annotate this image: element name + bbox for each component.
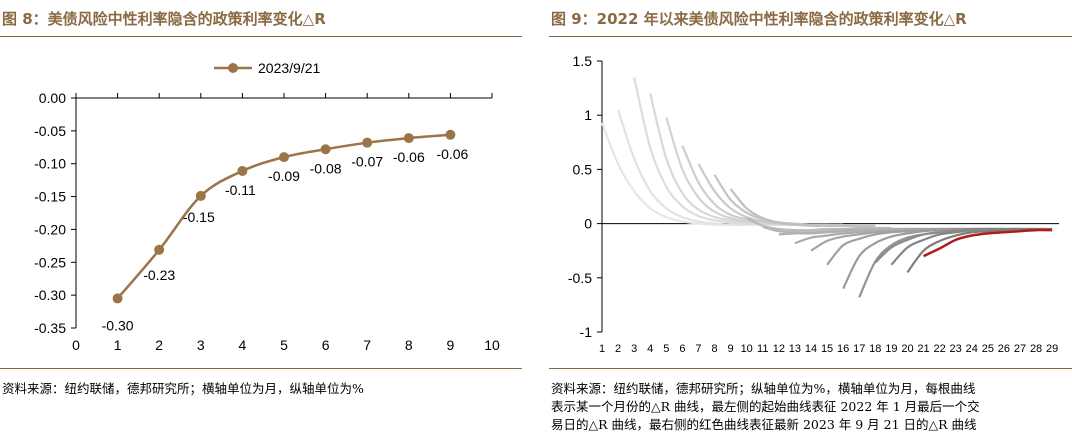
x-tick-label: 18: [869, 343, 881, 355]
figure-9-source: 资料来源：纽约联储，德邦研究所；纵轴单位为%，横轴单位为月，每根曲线 表示某一个…: [551, 380, 980, 434]
source-rule: [0, 368, 522, 369]
x-tick-label: 6: [679, 343, 685, 355]
data-point: [320, 144, 331, 155]
x-tick-label: 20: [901, 343, 913, 355]
x-tick-label: 11: [757, 343, 768, 355]
y-tick-label: 1: [584, 107, 592, 123]
data-label: -0.09: [268, 168, 300, 184]
data-point: [362, 137, 373, 148]
y-tick-label: 1.5: [573, 53, 593, 69]
x-tick-label: 28: [1030, 343, 1042, 355]
x-tick-label: 5: [280, 337, 288, 353]
data-label: -0.30: [102, 317, 134, 333]
x-tick-label: 3: [631, 343, 637, 355]
y-tick-label: -0.30: [34, 287, 66, 303]
figure-9-chart: 1.510.50-0.5-11 2 3 4 5 6 7 8 9 10 11 12 13 14 15 16 17 1…: [568, 53, 1059, 355]
x-tick-label: 21: [917, 343, 929, 355]
figure-9-panel: 图 9：2022 年以来美债风险中性利率隐含的政策利率变化△R 1.5 1 0.5 0…: [549, 0, 1072, 438]
data-label: -0.11: [225, 182, 256, 198]
x-tick-label: 14: [805, 343, 817, 355]
x-tick-label: 10: [741, 343, 753, 355]
y-tick-label: -0.20: [34, 221, 66, 237]
figure-8-panel: 图 8：美债风险中性利率隐含的政策利率变化△R 0.00 -0.05 -0.10 -0…: [0, 0, 522, 438]
y-tick-label: -0.5: [568, 270, 592, 286]
monthly-series-line: [729, 188, 876, 227]
data-label: -0.23: [143, 267, 175, 283]
monthly-series-line: [713, 174, 860, 227]
y-tick-label: 0: [584, 216, 592, 232]
monthly-series-line: [617, 109, 763, 226]
x-tick-label: 1: [114, 337, 122, 353]
x-tick-label: 3: [197, 337, 205, 353]
x-tick-label: 2: [615, 343, 621, 355]
x-tick-label: 9: [728, 343, 734, 355]
x-tick-label: 4: [239, 337, 247, 353]
x-tick-label: 5: [663, 343, 669, 355]
legend-label: 2023/9/21: [258, 60, 320, 76]
source-line: 表示某一个月份的△R 曲线，最左侧的起始曲线表征 2022 年 1 月最后一个交: [551, 399, 980, 414]
x-tick-label: 25: [982, 343, 994, 355]
x-tick-label: 6: [322, 337, 330, 353]
monthly-series-line: [746, 217, 892, 232]
data-label: -0.15: [183, 209, 215, 225]
x-tick-label: 12: [773, 343, 785, 355]
title-rule: [549, 36, 1072, 37]
monthly-series-line: [600, 122, 747, 226]
data-point: [195, 190, 206, 201]
x-tick-label: 22: [933, 343, 945, 355]
monthly-series-line: [649, 93, 795, 226]
figure-8-source: 资料来源：纽约联储，德邦研究所；横轴单位为月，纵轴单位为%: [2, 381, 364, 396]
monthly-series-line: [906, 227, 1053, 274]
y-tick-label: -0.25: [34, 254, 66, 270]
x-tick-label: 29: [1046, 343, 1058, 355]
x-tick-label: 0: [72, 337, 80, 353]
y-tick-label: -0.05: [34, 123, 66, 139]
data-label: -0.07: [351, 154, 383, 170]
title-rule: [0, 36, 522, 37]
source-line: 资料来源：纽约联储，德邦研究所；纵轴单位为%，横轴单位为月，每根曲线: [551, 381, 976, 396]
x-tick-label: 17: [853, 343, 865, 355]
figure-9-title: 图 9：2022 年以来美债风险中性利率隐含的政策利率变化△R: [551, 10, 967, 28]
data-label: -0.06: [436, 146, 468, 162]
data-point: [403, 133, 414, 144]
x-tick-label: 10: [484, 337, 500, 353]
y-tick-label: -0.15: [34, 189, 66, 205]
y-tick-label: -0.35: [34, 320, 66, 336]
x-tick-label: 15: [821, 343, 833, 355]
x-tick-label: 19: [885, 343, 897, 355]
x-tick-label: 13: [789, 343, 801, 355]
data-point: [279, 152, 289, 163]
y-tick-label: 0.00: [39, 90, 66, 106]
figure-8-chart: 0.00 -0.05 -0.10 -0.15 -0.20 -0.25 -0.30 -0.35 0…: [34, 60, 500, 353]
source-rule: [549, 368, 1072, 369]
data-point: [112, 293, 123, 304]
x-tick-label: 7: [695, 343, 701, 355]
latest-series-line: [922, 228, 1053, 258]
x-tick-label: 2: [155, 337, 163, 353]
y-tick-label: 0.5: [573, 161, 593, 177]
x-tick-label: 26: [998, 343, 1010, 355]
x-tick-label: 23: [950, 343, 962, 355]
data-label: -0.08: [310, 160, 342, 176]
data-point: [237, 165, 248, 176]
x-tick-label: 4: [647, 343, 653, 355]
source-line: 易日的△R 曲线，最右侧的红色曲线表征最新 2023 年 9 月 21 日的△R…: [551, 417, 977, 432]
legend-marker: [228, 63, 238, 73]
x-tick-label: 27: [1014, 343, 1026, 355]
y-tick-label: -1: [580, 324, 593, 340]
x-tick-label: 8: [405, 337, 413, 353]
x-tick-label: 7: [363, 337, 371, 353]
y-tick-label: -0.10: [34, 156, 66, 172]
x-tick-label: 16: [837, 343, 849, 355]
data-label: -0.06: [393, 149, 425, 165]
x-tick-label: 8: [711, 343, 717, 355]
monthly-series-line: [633, 77, 779, 226]
x-tick-label: 1: [599, 343, 605, 355]
figure-8-title: 图 8：美债风险中性利率隐含的政策利率变化△R: [2, 10, 326, 28]
data-point: [445, 129, 456, 140]
x-tick-label: 24: [966, 343, 978, 355]
x-tick-label: 9: [447, 337, 455, 353]
data-point: [154, 244, 165, 255]
